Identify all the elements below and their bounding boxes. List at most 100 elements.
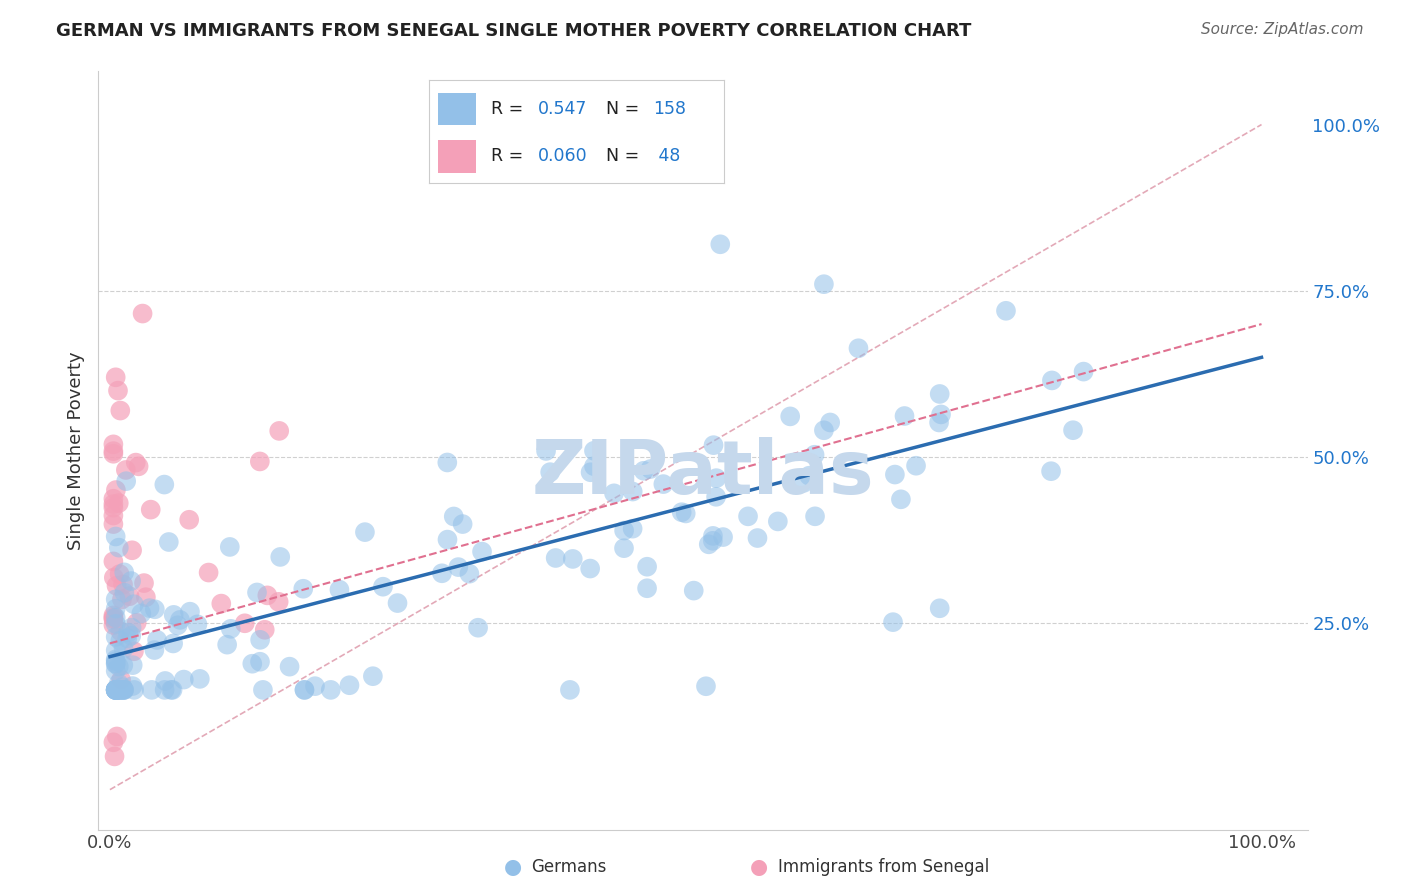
- Point: [675, 507, 697, 521]
- Point: [112, 682, 135, 697]
- Point: [105, 730, 128, 744]
- Point: [104, 483, 127, 497]
- Point: [652, 477, 675, 491]
- Point: [146, 632, 169, 647]
- Point: [128, 459, 150, 474]
- Point: [188, 672, 211, 686]
- Point: [621, 484, 644, 499]
- Point: [108, 682, 131, 697]
- Point: [104, 657, 127, 671]
- Point: [436, 533, 458, 547]
- Point: [905, 458, 928, 473]
- Point: [253, 623, 276, 637]
- Point: [319, 682, 342, 697]
- Point: [153, 477, 176, 491]
- Point: [163, 607, 186, 622]
- Point: [103, 608, 125, 623]
- Point: [122, 682, 145, 697]
- Point: [104, 654, 127, 668]
- Point: [111, 682, 134, 697]
- Point: [104, 682, 127, 697]
- Point: [110, 673, 132, 687]
- Point: [103, 749, 125, 764]
- Point: [633, 464, 655, 478]
- Point: [561, 552, 583, 566]
- Point: [702, 529, 724, 543]
- Point: [640, 462, 662, 476]
- Point: [103, 610, 125, 624]
- Point: [695, 679, 717, 693]
- Point: [104, 657, 127, 671]
- Text: 48: 48: [654, 147, 681, 165]
- Point: [107, 676, 129, 690]
- Point: [107, 384, 129, 398]
- Point: [579, 561, 602, 575]
- Point: [534, 444, 557, 458]
- Point: [104, 601, 127, 615]
- Point: [118, 589, 141, 603]
- Point: [104, 529, 127, 543]
- Point: [122, 597, 145, 611]
- Point: [121, 679, 143, 693]
- Point: [890, 492, 912, 507]
- Point: [613, 541, 636, 556]
- Point: [117, 625, 139, 640]
- Point: [103, 444, 125, 458]
- Point: [252, 682, 274, 697]
- Point: [104, 682, 127, 697]
- Point: [104, 682, 127, 697]
- Point: [112, 641, 135, 656]
- Text: ZIPatlas: ZIPatlas: [531, 437, 875, 509]
- Point: [818, 416, 841, 430]
- Point: [702, 533, 724, 548]
- Point: [621, 522, 644, 536]
- FancyBboxPatch shape: [437, 140, 477, 173]
- Point: [104, 592, 127, 607]
- Point: [122, 644, 145, 658]
- Point: [278, 659, 301, 673]
- Point: [671, 505, 693, 519]
- Point: [112, 658, 135, 673]
- Point: [267, 595, 290, 609]
- Point: [153, 673, 176, 688]
- Point: [166, 618, 188, 632]
- Point: [256, 588, 278, 602]
- Point: [292, 582, 315, 596]
- Point: [582, 459, 605, 474]
- Point: [104, 643, 127, 657]
- Point: [197, 566, 219, 580]
- Point: [108, 682, 131, 697]
- Point: [803, 448, 825, 462]
- Point: [108, 659, 131, 673]
- Point: [103, 447, 125, 461]
- Point: [209, 597, 232, 611]
- Point: [613, 524, 636, 538]
- Point: [138, 601, 160, 615]
- Point: [246, 585, 269, 599]
- Point: [1040, 373, 1063, 387]
- Point: [108, 567, 131, 582]
- FancyBboxPatch shape: [437, 93, 477, 126]
- Point: [804, 509, 827, 524]
- Point: [929, 408, 952, 422]
- Point: [328, 582, 350, 597]
- Point: [793, 475, 815, 490]
- Point: [1073, 365, 1095, 379]
- Point: [103, 437, 125, 451]
- Point: [160, 682, 183, 697]
- Point: [104, 370, 127, 384]
- Point: [104, 682, 127, 697]
- Point: [104, 610, 127, 624]
- Point: [110, 403, 132, 417]
- Point: [105, 682, 128, 697]
- Point: [636, 581, 658, 595]
- Point: [117, 632, 139, 646]
- Point: [249, 454, 271, 468]
- Point: [104, 682, 127, 697]
- Point: [582, 443, 605, 458]
- Point: [928, 416, 950, 430]
- Point: [110, 633, 132, 648]
- Point: [132, 576, 155, 591]
- Point: [249, 632, 271, 647]
- Text: Germans: Germans: [531, 858, 607, 876]
